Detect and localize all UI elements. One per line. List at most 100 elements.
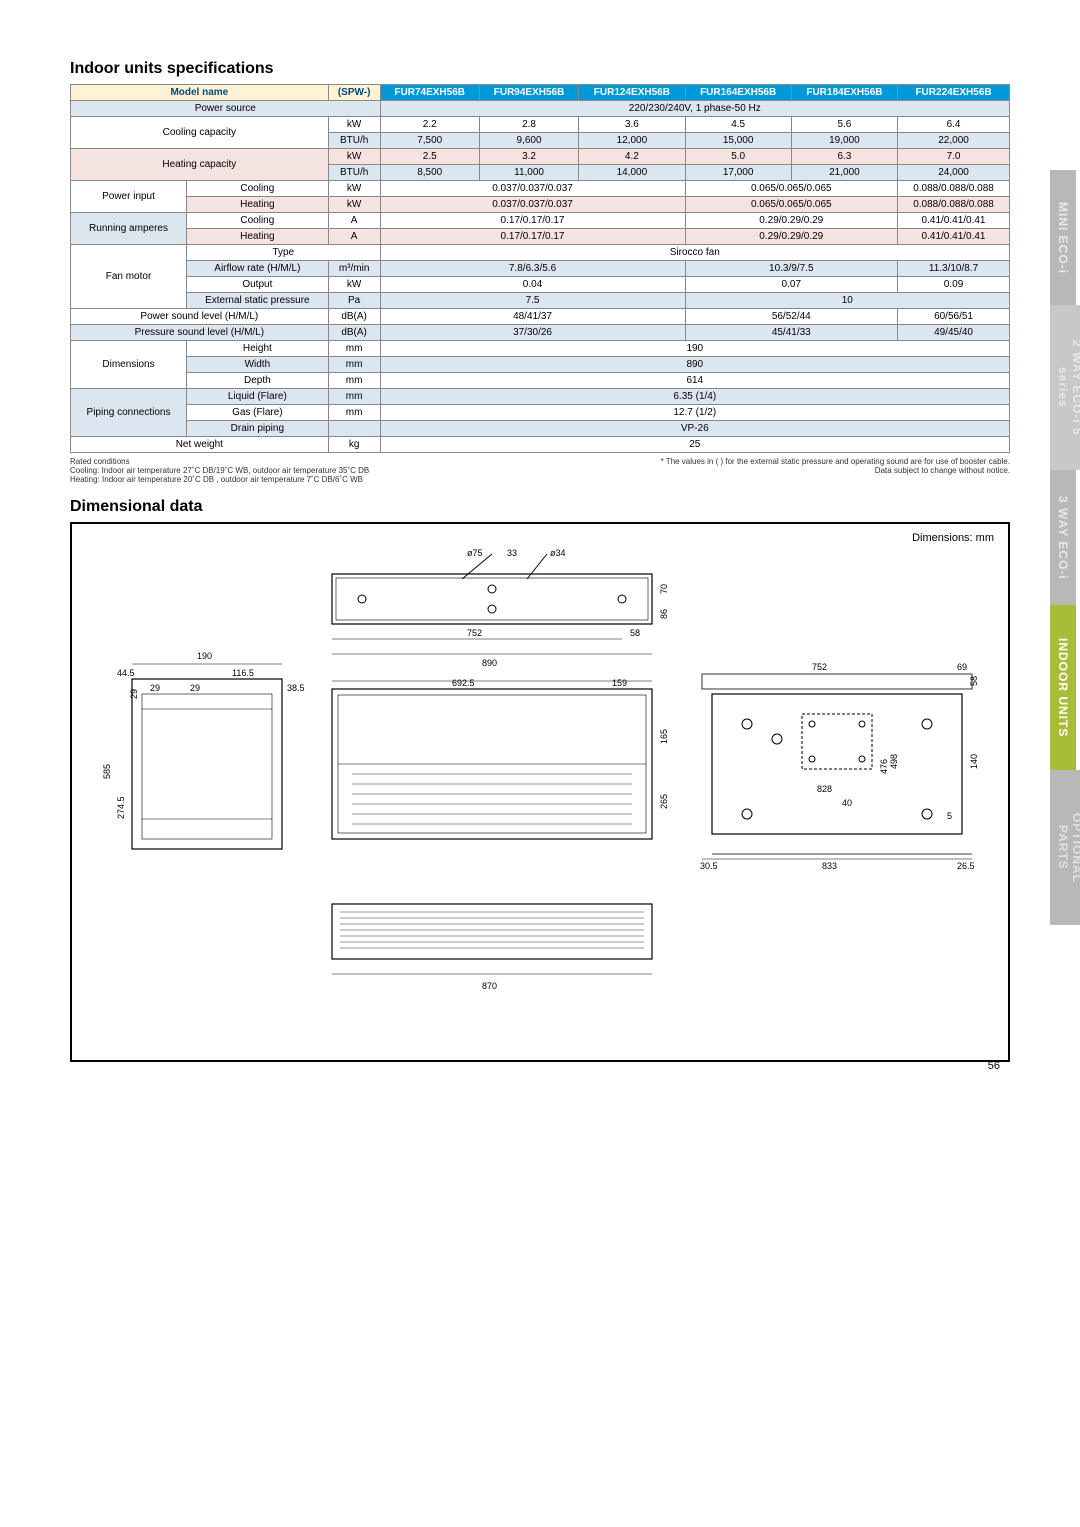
svg-text:70: 70 <box>659 584 669 594</box>
svg-text:752: 752 <box>467 628 482 638</box>
cell: 49/45/40 <box>898 325 1010 341</box>
svg-text:26.5: 26.5 <box>957 861 975 871</box>
cell: 0.088/0.088/0.088 <box>898 181 1010 197</box>
cell: Sirocco fan <box>380 245 1009 261</box>
cell: 0.088/0.088/0.088 <box>898 197 1010 213</box>
cell: 0.09 <box>898 277 1010 293</box>
cell: 6.4 <box>898 117 1010 133</box>
tab-indoor-units[interactable]: INDOOR UNITS <box>1050 605 1076 770</box>
cell: 6.3 <box>791 149 897 165</box>
svg-text:752: 752 <box>812 662 827 672</box>
svg-text:69: 69 <box>957 662 967 672</box>
cell: 10 <box>685 293 1010 309</box>
svg-text:476: 476 <box>879 759 889 774</box>
cell: 890 <box>380 357 1009 373</box>
sub: Airflow rate (H/M/L) <box>187 261 329 277</box>
svg-text:ø75: ø75 <box>467 548 483 558</box>
svg-text:140: 140 <box>969 754 979 769</box>
svg-text:58: 58 <box>630 628 640 638</box>
cell: 25 <box>380 437 1009 453</box>
svg-text:190: 190 <box>197 651 212 661</box>
svg-text:29: 29 <box>190 683 200 693</box>
svg-text:38.5: 38.5 <box>287 683 305 693</box>
cell: 21,000 <box>791 165 897 181</box>
cell: 614 <box>380 373 1009 389</box>
cell: 45/41/33 <box>685 325 898 341</box>
unit: mm <box>328 357 380 373</box>
svg-text:44.5: 44.5 <box>117 668 135 678</box>
cell: 0.04 <box>380 277 685 293</box>
svg-text:890: 890 <box>482 658 497 668</box>
unit <box>328 421 380 437</box>
cell: 3.2 <box>479 149 578 165</box>
svg-text:33: 33 <box>507 548 517 558</box>
row-label: Fan motor <box>71 245 187 309</box>
cell: 7,500 <box>380 133 479 149</box>
page-number: 56 <box>988 1060 1000 1072</box>
cell: 12,000 <box>579 133 685 149</box>
footnote: * The values in ( ) for the external sta… <box>661 457 1010 466</box>
cell: 3.6 <box>579 117 685 133</box>
sub: Heating <box>187 197 329 213</box>
cell: 0.41/0.41/0.41 <box>898 229 1010 245</box>
cell: 8,500 <box>380 165 479 181</box>
svg-text:29: 29 <box>150 683 160 693</box>
model-col: FUR94EXH56B <box>479 85 578 101</box>
svg-text:833: 833 <box>822 861 837 871</box>
dim-title: Dimensional data <box>70 498 1010 516</box>
cell: 0.41/0.41/0.41 <box>898 213 1010 229</box>
tab-optional-parts[interactable]: OPTIONAL PARTS <box>1050 770 1080 925</box>
footnotes: Rated conditions Cooling: Indoor air tem… <box>70 457 1010 484</box>
cell: 0.037/0.037/0.037 <box>380 181 685 197</box>
svg-text:ø34: ø34 <box>550 548 566 558</box>
model-col: FUR224EXH56B <box>898 85 1010 101</box>
tab-mini-eco[interactable]: MINI ECO-i <box>1050 170 1076 305</box>
cell: 0.29/0.29/0.29 <box>685 213 898 229</box>
cell: 6.35 (1/4) <box>380 389 1009 405</box>
unit: kW <box>328 117 380 133</box>
sub: Gas (Flare) <box>187 405 329 421</box>
unit: dB(A) <box>328 325 380 341</box>
unit: kW <box>328 277 380 293</box>
unit: Pa <box>328 293 380 309</box>
cell: 12.7 (1/2) <box>380 405 1009 421</box>
unit: kW <box>328 149 380 165</box>
unit: kW <box>328 181 380 197</box>
svg-text:265: 265 <box>659 794 669 809</box>
row-label: Power source <box>71 101 381 117</box>
svg-text:870: 870 <box>482 981 497 991</box>
cell: 0.07 <box>685 277 898 293</box>
sub: Liquid (Flare) <box>187 389 329 405</box>
sub: Drain piping <box>187 421 329 437</box>
cell: 0.065/0.065/0.065 <box>685 197 898 213</box>
unit: mm <box>328 405 380 421</box>
cell: 4.5 <box>685 117 791 133</box>
cell: 22,000 <box>898 133 1010 149</box>
cell: 5.0 <box>685 149 791 165</box>
svg-text:498: 498 <box>889 754 899 769</box>
cell: 10.3/9/7.5 <box>685 261 898 277</box>
cell: 24,000 <box>898 165 1010 181</box>
row-label: Pressure sound level (H/M/L) <box>71 325 329 341</box>
sub: Cooling <box>187 181 329 197</box>
footnote: Rated conditions <box>70 457 369 466</box>
cell: 5.6 <box>791 117 897 133</box>
sub: Width <box>187 357 329 373</box>
spw-hdr: (SPW-) <box>328 85 380 101</box>
tab-2way-eco[interactable]: 2 WAY ECO-i 5 series <box>1050 305 1080 470</box>
tab-3way-eco[interactable]: 3 WAY ECO-i <box>1050 470 1076 605</box>
cell: 4.2 <box>579 149 685 165</box>
sub: Output <box>187 277 329 293</box>
row-label: Net weight <box>71 437 329 453</box>
dimensional-drawing: ø75 33 ø34 70 86 752 58 890 190 <box>82 534 982 1044</box>
cell: 56/52/44 <box>685 309 898 325</box>
unit: A <box>328 213 380 229</box>
footnote: Data subject to change without notice. <box>661 466 1010 475</box>
cell: 0.17/0.17/0.17 <box>380 213 685 229</box>
cell: 15,000 <box>685 133 791 149</box>
svg-text:159: 159 <box>612 678 627 688</box>
sub: Heating <box>187 229 329 245</box>
model-col: FUR124EXH56B <box>579 85 685 101</box>
sub: Height <box>187 341 329 357</box>
sub: Depth <box>187 373 329 389</box>
